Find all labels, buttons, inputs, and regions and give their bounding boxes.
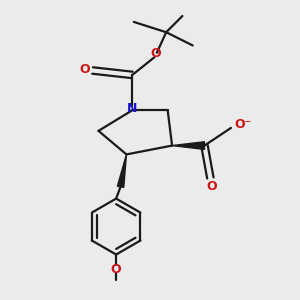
Text: O: O [151,47,161,60]
Polygon shape [117,154,126,188]
Text: O⁻: O⁻ [234,118,251,131]
Text: O: O [79,62,90,76]
Text: O: O [206,180,217,193]
Polygon shape [172,142,205,149]
Text: O: O [111,263,122,276]
Text: N: N [127,102,137,115]
